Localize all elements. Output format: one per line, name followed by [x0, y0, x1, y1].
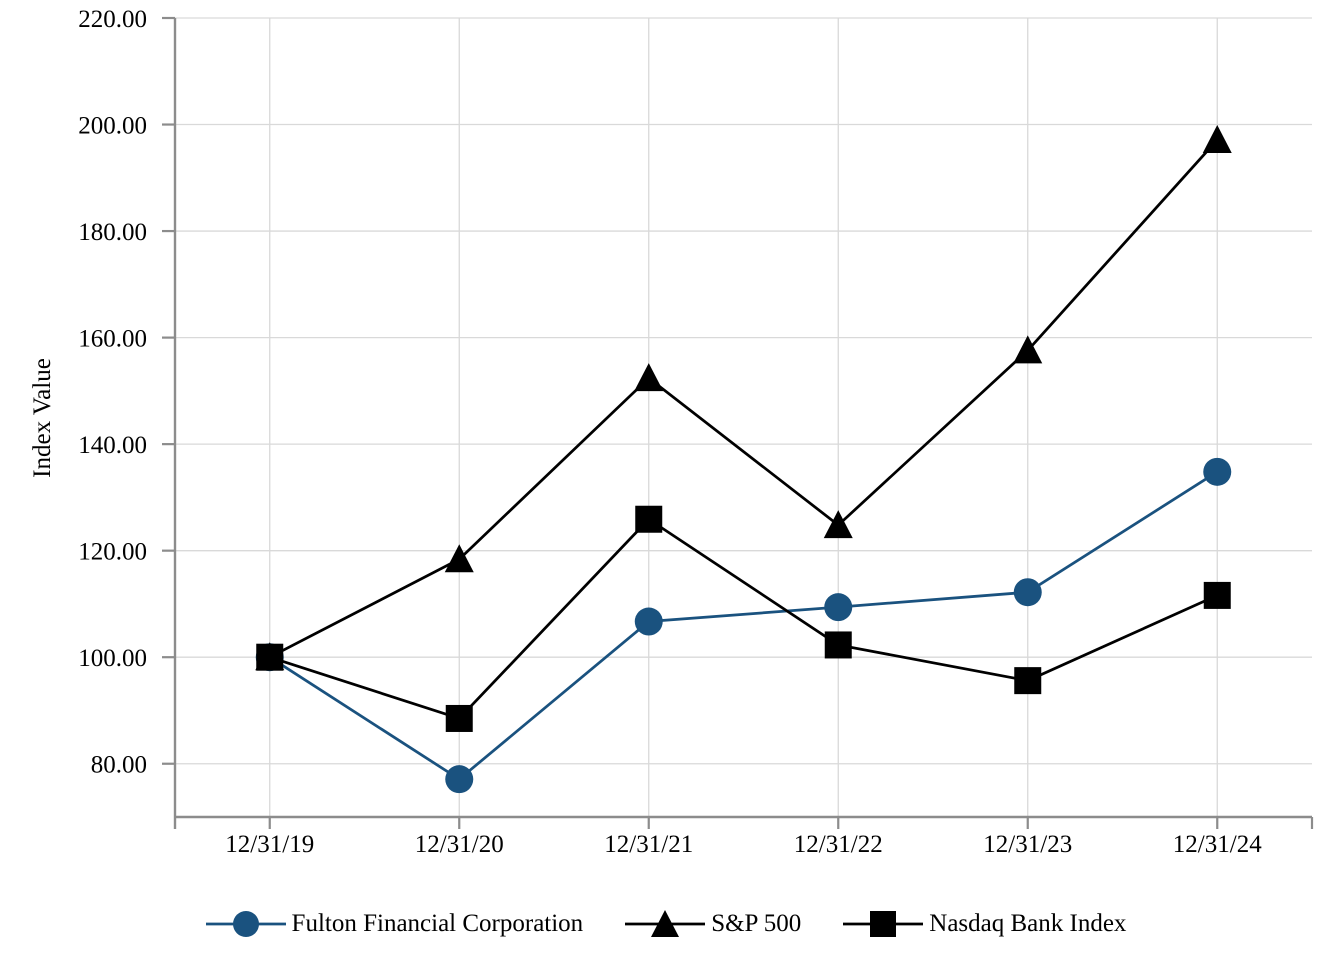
square-marker	[635, 505, 663, 533]
y-tick-label: 120.00	[78, 539, 147, 566]
circle-marker	[1013, 578, 1042, 607]
circle-marker-icon	[205, 911, 286, 937]
y-tick-label: 100.00	[78, 645, 147, 672]
triangle-marker	[634, 363, 664, 392]
triangle-marker	[1013, 335, 1043, 364]
y-tick-label: 200.00	[78, 113, 147, 140]
legend-label-nasdaq-bank: Nasdaq Bank Index	[929, 910, 1127, 937]
triangle-marker-icon	[625, 910, 706, 937]
y-tick-label: 80.00	[91, 752, 147, 779]
legend-label-fulton-financial: Fulton Financial Corporation	[291, 910, 584, 937]
square-marker-icon	[843, 911, 924, 937]
x-tick-label: 12/31/20	[415, 831, 504, 858]
axes: 220.00 200.00 180.00 160.00 140.00 120.00 100.…	[78, 6, 1314, 858]
series-square	[256, 505, 1231, 732]
circle-marker	[445, 765, 474, 794]
square-marker	[1014, 667, 1042, 695]
circle-marker	[634, 607, 663, 636]
y-axis-title: Index Value	[29, 358, 56, 478]
series-circle	[255, 457, 1232, 794]
triangle-marker	[444, 544, 474, 573]
chart-legend: Fulton Financial Corporation S&P 500 Nas…	[0, 894, 1332, 954]
square-marker	[824, 631, 852, 659]
legend-item-nasdaq-bank: Nasdaq Bank Index	[843, 909, 1126, 939]
y-tick-label: 160.00	[78, 326, 147, 353]
legend-item-fulton-financial: Fulton Financial Corporation	[205, 909, 584, 939]
legend-item-sp500: S&P 500	[625, 909, 801, 939]
x-tick-label: 12/31/24	[1173, 831, 1262, 858]
x-tick-label: 12/31/22	[794, 831, 883, 858]
series-line	[269, 470, 1218, 781]
y-tick-label: 140.00	[78, 432, 147, 459]
square-marker	[445, 704, 473, 732]
triangle-marker	[1202, 124, 1232, 153]
performance-line-chart: 220.00 200.00 180.00 160.00 140.00 120.00 100.…	[78, 6, 1314, 858]
legend-label-sp500: S&P 500	[711, 910, 802, 937]
x-tick-label: 12/31/21	[604, 831, 693, 858]
x-tick-label: 12/31/19	[225, 831, 314, 858]
series-line	[269, 517, 1218, 721]
series-line	[269, 139, 1219, 659]
square-marker	[1203, 581, 1231, 609]
triangle-marker	[823, 510, 853, 539]
x-tick-label: 12/31/23	[983, 831, 1072, 858]
series-triangle	[255, 124, 1232, 671]
square-marker	[256, 643, 284, 671]
circle-marker	[1203, 457, 1232, 486]
circle-marker	[824, 593, 853, 622]
y-tick-label: 220.00	[78, 6, 147, 33]
gridlines	[175, 17, 1312, 817]
y-tick-label: 180.00	[78, 219, 147, 246]
